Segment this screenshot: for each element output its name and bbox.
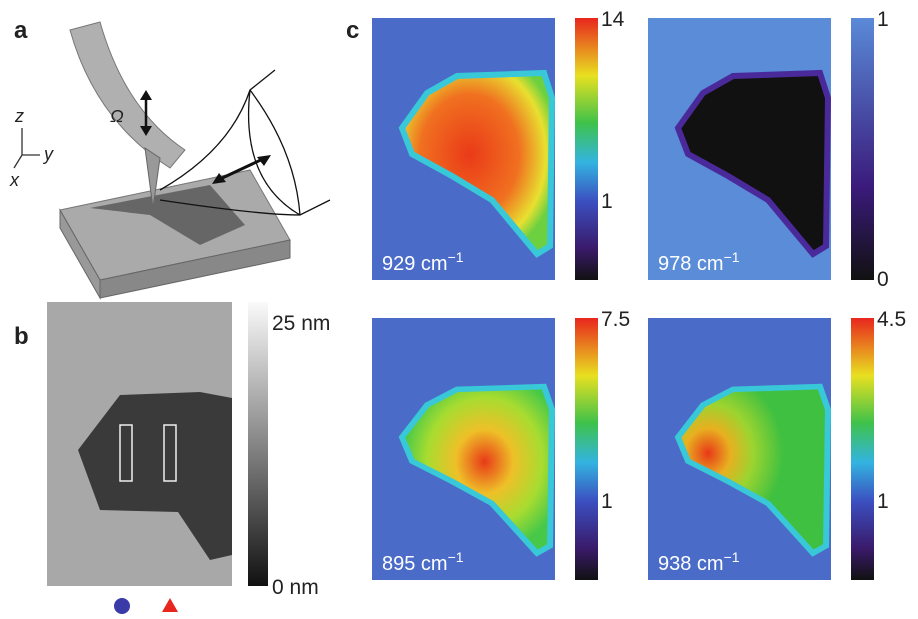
wavenumber: 978 cm	[658, 253, 724, 275]
marker-circle	[114, 598, 130, 614]
axis-label: x	[9, 170, 20, 190]
spectral-map: 929 cm−1 14 1	[372, 8, 625, 280]
wavenumber: 929 cm	[382, 253, 448, 275]
colorbar	[575, 18, 598, 280]
unit-exponent: −1	[724, 249, 740, 265]
spectral-map: 895 cm−1 7.5 1	[372, 308, 630, 580]
scale-label: 1	[877, 490, 889, 513]
colorbar	[851, 18, 874, 280]
wavenumber-label: 978 cm−1	[658, 249, 740, 275]
wavenumber-label: 895 cm−1	[382, 549, 464, 575]
scale-label: 1	[601, 490, 613, 513]
colorbar	[575, 318, 598, 580]
scale-label: 0	[877, 268, 889, 291]
wavenumber: 938 cm	[658, 553, 724, 575]
scale-label: 0 nm	[272, 576, 319, 599]
panel-label: b	[14, 323, 29, 350]
unit-exponent: −1	[448, 249, 464, 265]
wavenumber-label: 929 cm−1	[382, 249, 464, 275]
spectral-map: 938 cm−1 4.5 1	[648, 308, 906, 580]
marker-triangle	[162, 598, 178, 612]
scale-label: 1	[877, 8, 889, 31]
axis-label: y	[42, 144, 54, 164]
unit-exponent: −1	[448, 549, 464, 565]
wavenumber-label: 938 cm−1	[658, 549, 740, 575]
schematic	[13, 21, 331, 300]
panel-label: c	[346, 17, 359, 44]
panel-label: a	[14, 17, 28, 44]
wavenumber: 895 cm	[382, 553, 448, 575]
axis-label: z	[14, 106, 24, 126]
scale-label: 14	[601, 8, 625, 31]
omega-label: Ω	[110, 106, 124, 126]
topography-image	[47, 302, 232, 586]
unit-exponent: −1	[724, 549, 740, 565]
scale-label: 4.5	[877, 308, 906, 331]
scale-label: 1	[601, 190, 613, 213]
scale-label: 7.5	[601, 308, 630, 331]
colorbar	[248, 302, 268, 586]
scale-label: 25 nm	[272, 312, 330, 335]
colorbar	[851, 318, 874, 580]
spectral-map: 978 cm−1 1 0	[648, 8, 889, 291]
